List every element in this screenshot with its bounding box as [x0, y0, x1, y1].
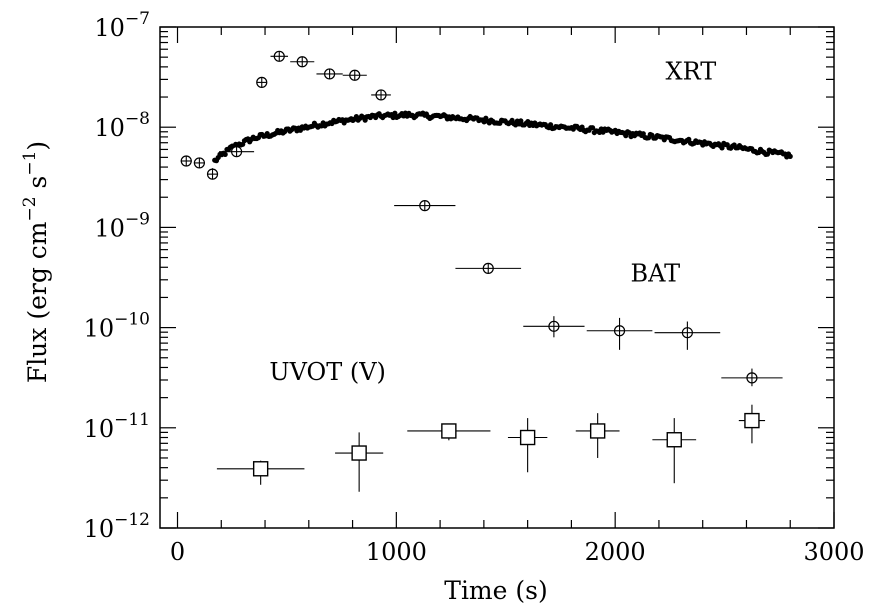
y-tick-label: 10−9: [94, 209, 150, 242]
uvot-point-marker: [666, 432, 682, 448]
uvot-point-marker: [351, 445, 367, 461]
y-tick-label: 10−7: [94, 9, 150, 42]
xrt-data-point: [719, 145, 725, 151]
xrt-data-point: [392, 110, 398, 116]
axis-ticks: [160, 26, 835, 529]
uvot-point-marker: [744, 412, 760, 429]
xrt-data-point: [589, 125, 596, 131]
y-tick-label: 10−12: [84, 510, 150, 543]
xrt-data-point: [518, 118, 524, 124]
x-tick-label: 0: [170, 538, 185, 566]
x-axis-title: Time (s): [444, 576, 547, 605]
plot-area-frame: [159, 26, 835, 529]
xrt-series: [212, 110, 793, 164]
tick-labels: 0 1000 2000 3000 10−12 10−11 10−10 10−9 10−8 10−7: [84, 9, 865, 566]
x-tick-label: 3000: [803, 538, 864, 566]
xrt-data-point: [787, 153, 793, 159]
uvot-point-marker: [519, 429, 536, 446]
series-label-xrt: XRT: [666, 57, 717, 85]
uvot-series: [216, 404, 766, 492]
x-tick-label: 1000: [366, 538, 427, 566]
series-label-uvot: UVOT (V): [269, 358, 386, 386]
y-tick-label: 10−8: [94, 109, 150, 142]
y-tick-label: 10−10: [84, 310, 150, 343]
xrt-data-point: [222, 151, 228, 158]
bat-series: [180, 50, 783, 387]
xrt-data-point: [764, 151, 771, 157]
uvot-point-marker: [589, 423, 606, 439]
xrt-data-point: [623, 133, 629, 139]
y-axis-title: Flux (erg cm−2 s−1): [20, 141, 52, 383]
uvot-point-marker: [441, 423, 457, 439]
xrt-data-point: [547, 122, 554, 128]
series-label-bat: BAT: [630, 259, 680, 287]
x-tick-label: 2000: [585, 538, 646, 566]
uvot-point-marker: [252, 461, 269, 477]
plot-frame: [159, 26, 835, 529]
y-tick-label: 10−11: [84, 410, 150, 443]
